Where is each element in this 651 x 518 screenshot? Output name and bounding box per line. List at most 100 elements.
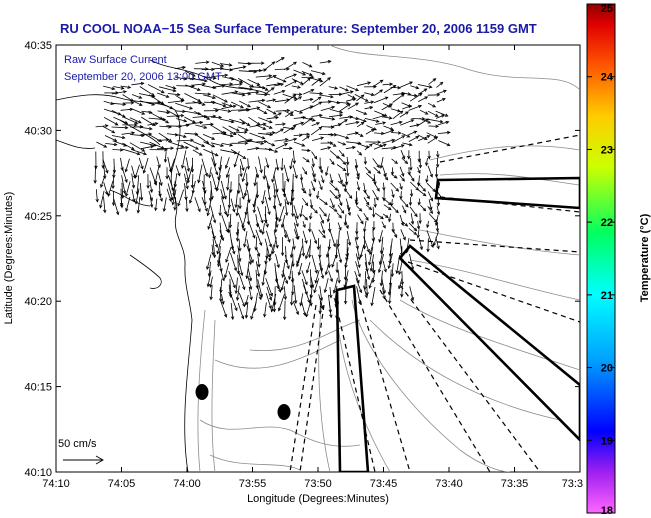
current-vector-head	[402, 155, 406, 160]
current-vector	[219, 230, 224, 241]
current-vector	[319, 263, 324, 279]
current-vector-head	[204, 208, 208, 212]
current-vector-head	[342, 161, 347, 165]
current-vector-head	[132, 198, 136, 203]
current-vector-head	[260, 141, 265, 145]
current-vector	[337, 230, 340, 247]
current-vector-head	[435, 164, 440, 168]
current-vector	[257, 222, 262, 233]
current-vector-head	[254, 247, 258, 251]
current-vector-head	[242, 227, 246, 232]
current-vector-head	[429, 206, 433, 211]
current-vector-head	[234, 290, 238, 295]
current-vector	[131, 94, 142, 99]
current-vector-head	[105, 169, 109, 174]
current-vector	[250, 301, 257, 320]
current-vector-head	[383, 113, 388, 117]
current-vector	[383, 204, 392, 210]
current-vector-head	[321, 179, 325, 184]
current-vector	[372, 190, 379, 201]
current-vector	[329, 158, 335, 165]
current-vector	[356, 117, 367, 122]
current-vector	[239, 183, 245, 200]
current-vector	[329, 189, 338, 199]
current-vector	[217, 239, 222, 254]
current-vector-head	[221, 300, 225, 305]
current-vector-head	[284, 280, 289, 285]
current-vector-head	[233, 267, 237, 272]
current-vector	[219, 63, 232, 66]
current-vector	[187, 164, 193, 184]
current-vector	[381, 147, 397, 150]
current-vector-head	[376, 164, 380, 169]
current-vector-head	[380, 215, 384, 220]
current-vector	[399, 111, 409, 118]
current-vector-head	[180, 113, 185, 118]
current-vector	[273, 90, 285, 95]
current-vector-head	[429, 173, 433, 178]
current-vector	[389, 245, 392, 264]
current-vector-head	[384, 176, 389, 181]
current-vector	[248, 140, 264, 145]
current-vector-head	[216, 250, 220, 255]
current-vector-head	[295, 215, 299, 220]
current-vector-head	[209, 284, 213, 288]
current-vector-head	[143, 152, 148, 156]
current-vector	[229, 66, 246, 71]
current-vector-head	[321, 230, 326, 234]
current-vector	[329, 230, 336, 247]
current-vector-head	[446, 142, 451, 147]
current-vector	[228, 83, 243, 86]
current-vector	[210, 205, 216, 223]
current-vector-head	[134, 123, 138, 127]
current-vector	[238, 78, 254, 88]
current-vector-head	[205, 60, 210, 64]
current-vector	[247, 158, 249, 169]
current-vector	[383, 116, 392, 119]
current-vector-head	[140, 165, 144, 170]
current-vector-head	[134, 120, 139, 124]
current-vector-head	[304, 202, 309, 207]
current-vector	[309, 239, 312, 258]
current-vector-head	[409, 193, 414, 198]
current-vector-head	[387, 265, 391, 270]
current-vector-head	[170, 146, 175, 150]
current-vector-head	[417, 201, 421, 206]
current-vector	[237, 62, 251, 65]
current-vector	[302, 221, 306, 228]
current-vector	[218, 252, 222, 267]
current-vector	[288, 260, 293, 280]
map-layer: Raw Surface Current September 20, 2006 1…	[56, 45, 580, 472]
current-vector-head	[388, 116, 393, 120]
current-vector	[383, 125, 394, 130]
current-vector	[122, 142, 135, 150]
current-vector-head	[332, 143, 337, 147]
current-vector-head	[212, 254, 217, 259]
current-vector	[156, 156, 161, 168]
current-vector	[158, 86, 176, 92]
current-vector-head	[309, 72, 313, 76]
current-vector-head	[319, 169, 324, 174]
current-vector	[228, 125, 240, 132]
current-vector-head	[359, 133, 364, 137]
current-vector	[410, 189, 413, 197]
current-vector	[203, 191, 206, 205]
current-vector-head	[385, 214, 389, 219]
current-vector-head	[162, 208, 167, 213]
current-vector-head	[277, 307, 282, 312]
current-vector	[220, 188, 224, 199]
current-vector	[291, 270, 293, 283]
current-vector	[427, 165, 433, 178]
current-vector-head	[360, 94, 365, 98]
current-vector	[382, 260, 387, 272]
current-vector-head	[320, 275, 325, 280]
current-vector-head	[241, 178, 245, 183]
current-vector-head	[355, 236, 359, 241]
current-vector	[311, 254, 318, 274]
current-vector	[207, 214, 214, 230]
current-vector-head	[253, 182, 257, 187]
current-vector-head	[411, 177, 415, 182]
current-vector-head	[343, 188, 348, 193]
current-vector	[339, 86, 349, 92]
current-vector	[103, 116, 118, 126]
